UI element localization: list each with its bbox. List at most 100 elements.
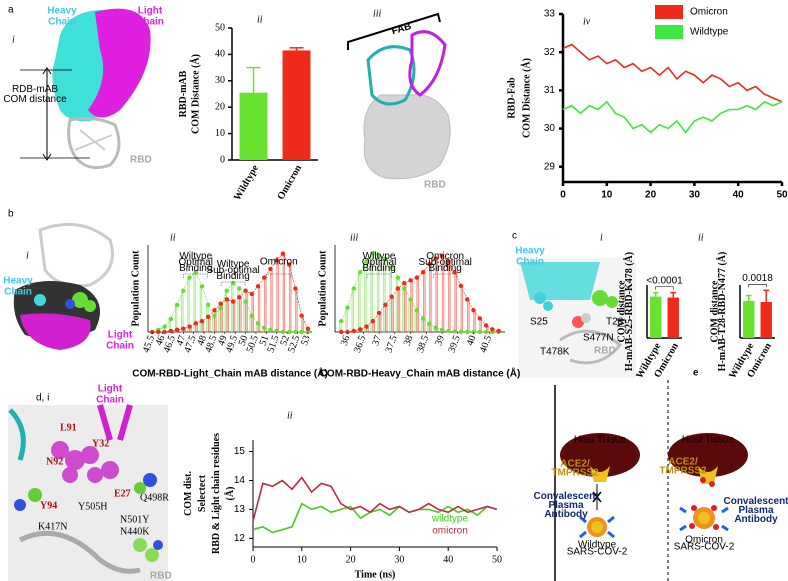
virus-label: Omicron SARS-COV-2 xyxy=(674,534,735,552)
population-point xyxy=(293,286,298,291)
population-point xyxy=(230,280,236,286)
residue-label: N501Y xyxy=(120,514,149,525)
x-tick-label: 36 xyxy=(339,334,353,347)
population-point xyxy=(181,288,186,293)
light-chain-label: Light Chain xyxy=(136,5,164,27)
bar xyxy=(667,297,679,338)
population-point xyxy=(446,328,451,334)
population-point xyxy=(274,258,279,263)
panel-label: iii xyxy=(373,8,382,19)
population-bar xyxy=(301,315,304,333)
y-tick-label: 13 xyxy=(234,504,246,515)
population-point xyxy=(168,328,174,334)
population-bar xyxy=(270,268,273,333)
panel-label: i xyxy=(600,232,603,243)
x-tick-label: 0 xyxy=(560,190,566,201)
population-point xyxy=(383,256,388,261)
population-bar xyxy=(187,277,190,333)
bar xyxy=(650,296,662,338)
panel-label: ii xyxy=(287,410,293,421)
population-bar xyxy=(460,285,464,333)
legend-label: wildtype xyxy=(431,514,469,525)
population-point xyxy=(268,266,273,272)
population-point xyxy=(162,329,167,335)
population-point xyxy=(280,329,286,335)
virus-label: Wildtype SARS-COV-2 xyxy=(567,539,628,557)
fab-label: FAB xyxy=(390,21,412,37)
population-point xyxy=(262,275,267,280)
annotation: Wiltype Optimal Binding xyxy=(362,251,396,274)
bar xyxy=(760,301,772,338)
y-tick-label: 30 xyxy=(544,123,556,134)
population-point xyxy=(433,256,438,261)
population-point xyxy=(452,269,457,275)
structure-c-i xyxy=(518,258,636,378)
annotation: Wiltype Sub-optimal Binding xyxy=(206,259,259,282)
population-bar xyxy=(239,297,242,333)
population-bar xyxy=(264,277,267,333)
population-point xyxy=(439,327,445,333)
population-point xyxy=(389,294,394,299)
population-bar xyxy=(402,288,405,333)
x-tick-label: 30 xyxy=(394,554,404,565)
population-bar xyxy=(208,316,211,333)
x-tick-label: 53 xyxy=(299,334,313,347)
x-tick-label: 40 xyxy=(733,190,745,201)
population-point xyxy=(395,286,401,291)
population-point xyxy=(339,329,344,335)
population-point xyxy=(212,313,217,318)
population-bar xyxy=(467,299,470,333)
population-bar xyxy=(276,260,279,333)
y-axis-label: COM distanceH-mAB-S25-RBD-K478 (Å) xyxy=(617,252,636,371)
structure-d-i xyxy=(8,404,168,581)
population-bar xyxy=(414,310,417,333)
population-bar xyxy=(378,312,382,333)
residue-label: Y505H xyxy=(78,501,107,512)
annotation: Wiltype Optimal Binding xyxy=(179,251,213,274)
y-axis-label: RBD-mAB COM Distance (Å) xyxy=(178,54,202,134)
population-point xyxy=(458,329,464,335)
population-point xyxy=(249,313,254,318)
population-point xyxy=(162,324,167,329)
population-point xyxy=(376,253,382,259)
panel-label: iv xyxy=(583,16,591,27)
x-tick-label: 40 xyxy=(465,334,479,347)
population-point xyxy=(206,314,211,319)
y-tick-label: 15 xyxy=(234,446,246,457)
panel-label: i xyxy=(26,250,29,261)
population-point xyxy=(299,329,304,335)
population-point xyxy=(446,259,451,264)
light-chain-label: Light Chain xyxy=(106,329,134,351)
population-point xyxy=(262,325,267,330)
panel-label: e xyxy=(693,368,699,379)
population-point xyxy=(243,299,248,304)
population-point xyxy=(351,286,357,291)
population-bar xyxy=(218,307,221,333)
residue-label: Y32 xyxy=(92,438,109,449)
residue-label: N92 xyxy=(46,456,63,467)
population-point xyxy=(224,297,230,302)
population-bar xyxy=(224,290,227,333)
x-tick-label: 37.5 xyxy=(383,334,399,354)
residue-label: T28 xyxy=(606,317,624,328)
legend-label: omicron xyxy=(432,526,468,537)
population-bar xyxy=(416,277,419,333)
population-point xyxy=(206,302,211,308)
population-point xyxy=(414,275,420,280)
population-point xyxy=(255,284,261,289)
structure-b-i xyxy=(13,222,114,350)
x-tick-label: 51 xyxy=(258,334,272,347)
population-point xyxy=(357,269,363,275)
p-value: <0.0001 xyxy=(646,275,683,286)
population-point xyxy=(168,316,174,322)
significance-bracket xyxy=(748,284,767,288)
population-bar xyxy=(410,280,413,333)
population-point xyxy=(255,321,261,326)
panel-label: d, i xyxy=(36,393,49,404)
population-bar xyxy=(391,296,394,333)
y-tick-label: 50 xyxy=(215,22,225,33)
population-bar xyxy=(389,266,392,333)
population-point xyxy=(339,318,344,324)
residue-label: E27 xyxy=(114,488,131,499)
